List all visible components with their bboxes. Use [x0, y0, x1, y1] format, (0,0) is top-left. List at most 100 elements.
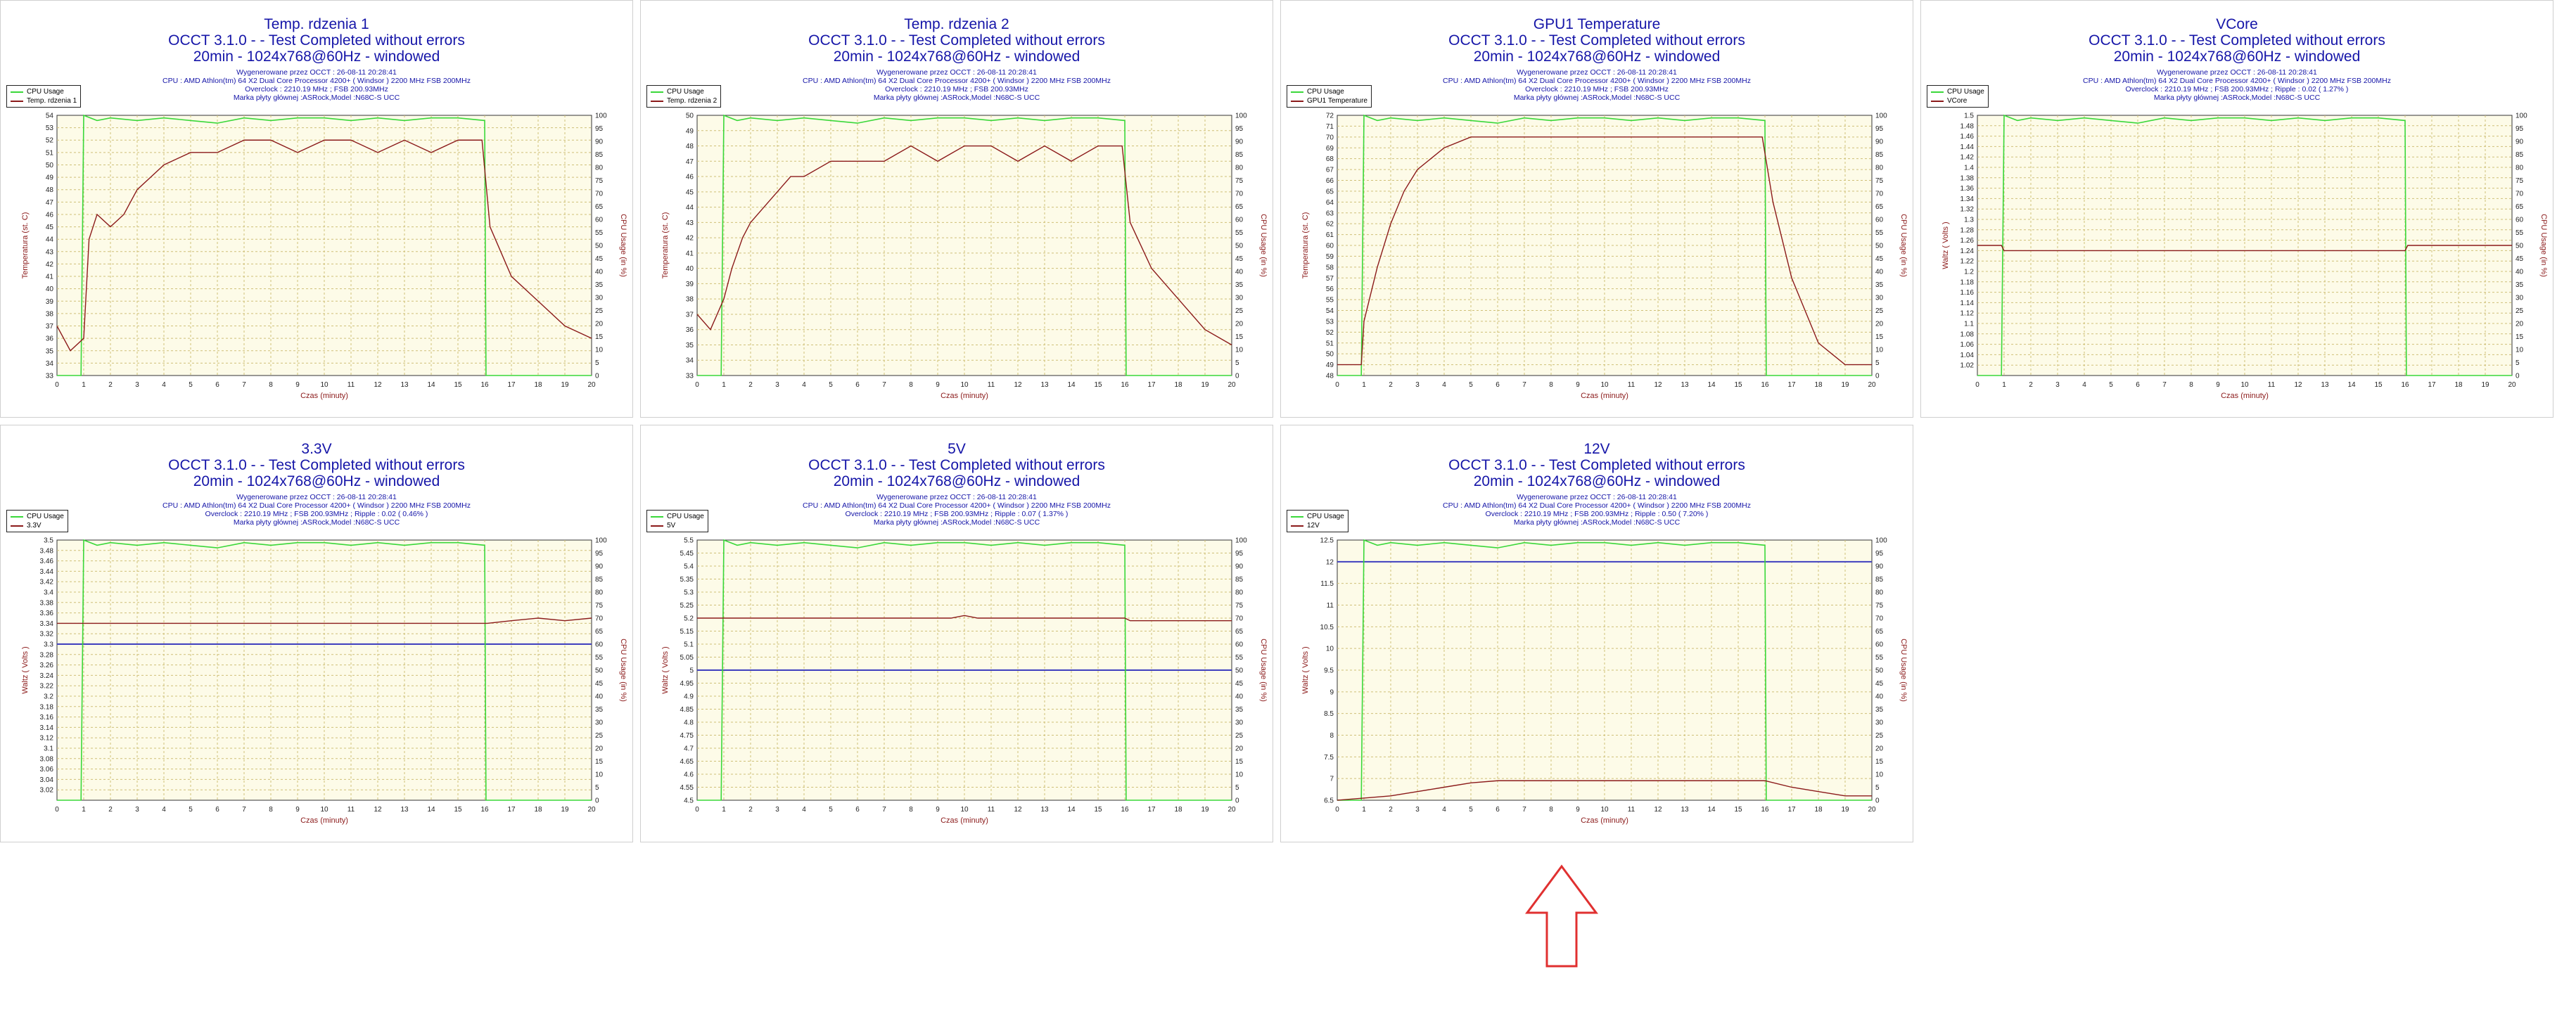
cpu-tick-label: 80 [1875, 165, 1884, 172]
cpu-tick-label: 100 [1875, 113, 1887, 120]
cpu-tick-label: 70 [1875, 615, 1884, 623]
chart-legend: CPU Usage 5V [646, 510, 708, 532]
y-tick-label: 1.22 [1960, 258, 1975, 266]
y-tick-label: 1.24 [1960, 248, 1975, 255]
x-tick-label: 2 [2029, 381, 2033, 389]
cpu-line: CPU : AMD Athlon(tm) 64 X2 Dual Core Pro… [1443, 501, 1751, 510]
cpu-tick-label: 40 [595, 269, 604, 276]
y-tick-label: 1.12 [1960, 310, 1975, 318]
legend-label: CPU Usage [27, 513, 64, 520]
cpu-tick-label: 85 [1875, 151, 1884, 159]
y-tick-label: 1.02 [1960, 362, 1975, 370]
y-tick-label: 7.5 [1324, 754, 1334, 762]
cpu-axis-label: CPU Usage (in %) [619, 638, 627, 702]
x-tick-label: 11 [347, 806, 355, 814]
cpu-tick-label: 100 [1235, 113, 1247, 120]
x-tick-label: 14 [1067, 381, 1076, 389]
y-tick-label: 54 [1326, 307, 1334, 315]
x-tick-label: 8 [909, 381, 913, 389]
board-line: Marka płyty głównej :ASRock,Model :N68C-… [233, 94, 400, 102]
cpu-tick-label: 65 [595, 628, 604, 636]
cpu-line: CPU : AMD Athlon(tm) 64 X2 Dual Core Pro… [803, 77, 1111, 85]
x-tick-label: 3 [1415, 806, 1420, 814]
cpu-tick-label: 20 [1235, 321, 1244, 328]
x-tick-label: 20 [587, 806, 596, 814]
x-tick-label: 7 [882, 381, 886, 389]
y-tick-label: 3.5 [44, 537, 53, 545]
legend-label: CPU Usage [27, 88, 64, 96]
test-status-line: OCCT 3.1.0 - - Test Completed without er… [168, 32, 465, 49]
y-tick-label: 52 [46, 137, 54, 145]
x-tick-label: 18 [1174, 381, 1182, 389]
y-tick-label: 11.5 [1320, 580, 1334, 588]
cpu-tick-label: 90 [1875, 563, 1884, 571]
x-tick-label: 17 [507, 381, 516, 389]
y-tick-label: 41 [46, 274, 54, 281]
x-tick-label: 6 [215, 381, 219, 389]
cpu-tick-label: 20 [2516, 321, 2524, 328]
x-tick-label: 15 [2374, 381, 2383, 389]
y-tick-label: 1.28 [1960, 226, 1975, 234]
cpu-line: CPU : AMD Athlon(tm) 64 X2 Dual Core Pro… [162, 77, 471, 85]
legend-entry: 5V [651, 521, 704, 530]
y-tick-label: 1.42 [1960, 154, 1975, 162]
x-tick-label: 12 [1654, 381, 1662, 389]
cpu-tick-label: 60 [595, 217, 604, 224]
x-tick-label: 3 [135, 806, 139, 814]
x-tick-label: 6 [855, 381, 860, 389]
y-tick-label: 1.26 [1960, 237, 1975, 245]
cpu-usage-line [697, 114, 1232, 376]
x-tick-label: 4 [2082, 381, 2086, 389]
y-tick-label: 34 [46, 360, 54, 368]
cpu-tick-label: 55 [595, 654, 604, 662]
x-tick-label: 14 [1707, 381, 1716, 389]
y-axis-label: Waltz ( Volts ) [1941, 222, 1950, 269]
x-tick-label: 0 [1335, 381, 1339, 389]
y-axis-label: Temperatura (st. C) [21, 212, 30, 279]
cpu-tick-label: 15 [1235, 758, 1244, 766]
chart-legend: CPU Usage Temp. rdzenia 1 [6, 85, 82, 108]
y-tick-label: 53 [46, 124, 54, 132]
x-tick-label: 3 [775, 806, 779, 814]
metric-line [57, 617, 592, 624]
cpu-tick-label: 20 [1235, 745, 1244, 753]
y-tick-label: 3.34 [40, 620, 54, 628]
cpu-tick-label: 75 [595, 177, 604, 185]
cpu-tick-label: 100 [2516, 113, 2527, 120]
chart-legend: CPU Usage 12V [1287, 510, 1348, 532]
legend-swatch [1931, 100, 1944, 102]
x-tick-label: 9 [1576, 806, 1580, 814]
y-tick-label: 45 [46, 224, 54, 231]
legend-label: Temp. rdzenia 1 [27, 97, 77, 105]
x-tick-label: 3 [2055, 381, 2060, 389]
cpu-tick-label: 65 [2516, 203, 2524, 211]
x-tick-label: 5 [1469, 806, 1473, 814]
cpu-tick-label: 10 [1235, 347, 1244, 354]
y-tick-label: 4.55 [680, 784, 694, 792]
legend-label: 3.3V [27, 522, 42, 530]
x-axis-label: Czas (minuty) [2221, 392, 2269, 400]
cpu-tick-label: 10 [1875, 771, 1884, 779]
x-tick-label: 14 [427, 381, 435, 389]
y-tick-label: 1.16 [1960, 289, 1975, 297]
cpu-tick-label: 95 [1875, 550, 1884, 558]
x-tick-label: 13 [1681, 381, 1689, 389]
x-tick-label: 11 [1628, 381, 1635, 389]
up-arrow-annotation [1525, 864, 1598, 968]
x-tick-label: 9 [2216, 381, 2220, 389]
x-tick-label: 11 [988, 806, 995, 814]
x-tick-label: 9 [1576, 381, 1580, 389]
cpu-tick-label: 40 [1875, 693, 1884, 701]
generated-line: Wygenerowane przez OCCT : 26-08-11 20:28… [236, 493, 397, 501]
x-tick-label: 16 [480, 381, 489, 389]
y-axis-label: Waltz ( Volts ) [1301, 646, 1310, 693]
cpu-tick-label: 15 [595, 333, 604, 341]
y-tick-label: 5.3 [684, 589, 694, 597]
cpu-tick-label: 40 [2516, 269, 2524, 276]
chart-svg: 0 1 2 3 4 5 6 7 8 9 10 11 12 13 14 15 16 17 18 19 204.54.554… [661, 537, 1268, 826]
y-tick-label: 1.5 [1964, 113, 1974, 120]
x-tick-label: 5 [2109, 381, 2113, 389]
y-tick-label: 47 [686, 158, 694, 166]
cpu-tick-label: 65 [595, 203, 604, 211]
y-tick-label: 42 [686, 235, 694, 243]
